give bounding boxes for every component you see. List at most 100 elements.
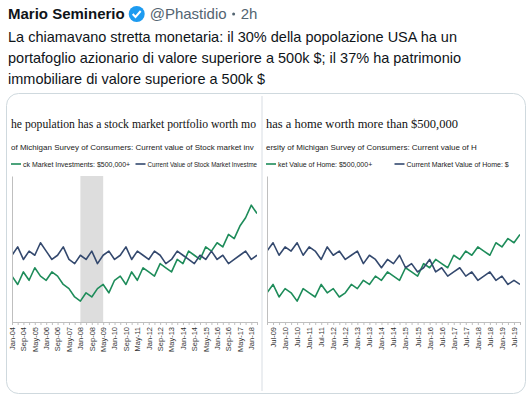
x-tick-mark: [285, 322, 286, 325]
x-tick: Jan-18: [474, 322, 483, 350]
x-tick: [484, 322, 485, 325]
x-tick: Sep-14: [190, 322, 199, 351]
x-tick-mark: [400, 322, 401, 325]
x-tick: May-09: [99, 322, 108, 352]
x-tick-mark: [496, 322, 497, 325]
legend-label: ket Value of Home: $500,000+: [278, 161, 372, 168]
x-tick: Jul-12: [341, 322, 350, 347]
x-tick-label: Jan-12: [145, 327, 154, 350]
x-tick-label: Sep-14: [190, 327, 199, 351]
legend-swatch: [266, 163, 276, 165]
x-tick: May-13: [167, 322, 176, 352]
x-tick: Jul-16: [438, 322, 447, 347]
x-tick: Jan-19: [498, 322, 507, 350]
x-tick-mark: [69, 322, 70, 325]
series-line: [12, 205, 257, 301]
x-tick-label: Jan-08: [76, 327, 85, 350]
x-tick-mark: [154, 322, 155, 325]
x-tick-mark: [333, 322, 334, 325]
x-tick-label: Jan-16: [213, 327, 222, 350]
x-tick-mark: [18, 322, 19, 325]
x-tick-mark: [234, 322, 235, 325]
x-tick-label: Jan-10: [110, 327, 119, 350]
y-axis-line: [267, 177, 268, 323]
x-tick: [177, 322, 178, 325]
x-tick-mark: [12, 322, 13, 325]
x-tick-label: May-05: [31, 327, 40, 352]
x-tick-mark: [430, 322, 431, 325]
x-tick-mark: [183, 322, 184, 325]
x-tick: [412, 322, 413, 325]
x-tick: [339, 322, 340, 325]
x-tick-mark: [502, 322, 503, 325]
x-tick: [143, 322, 144, 325]
x-tick-mark: [460, 322, 461, 325]
x-tick-label: Jan-18: [474, 327, 483, 350]
x-tick: [86, 322, 87, 325]
post-text-line: portafoglio azionario di valore superior…: [8, 50, 461, 66]
x-tick: Jul-18: [486, 322, 495, 347]
x-tick-mark: [217, 322, 218, 325]
x-tick: [400, 322, 401, 325]
x-tick: [75, 322, 76, 325]
x-tick-mark: [223, 322, 224, 325]
x-tick-mark: [327, 322, 328, 325]
x-tick-mark: [194, 322, 195, 325]
x-tick-mark: [309, 322, 310, 325]
x-tick: Sep-12: [156, 322, 165, 351]
x-tick-mark: [200, 322, 201, 325]
x-tick: Jan-14: [377, 322, 386, 350]
x-tick-mark: [454, 322, 455, 325]
x-tick: [189, 322, 190, 325]
x-tick-label: Jul-14: [389, 327, 398, 347]
x-tick: [375, 322, 376, 325]
x-tick: Jan-13: [353, 322, 362, 350]
x-tick-mark: [466, 322, 467, 325]
x-tick: [279, 322, 280, 325]
legend-item: ket Value of Home: $500,000+: [266, 161, 372, 168]
x-tick: [472, 322, 473, 325]
x-tick-label: Jul-12: [341, 327, 350, 347]
x-tick-mark: [508, 322, 509, 325]
x-tick: Jul-11: [317, 322, 326, 347]
x-tick-mark: [143, 322, 144, 325]
x-tick-label: Jan-18: [247, 327, 256, 350]
x-tick: [29, 322, 30, 325]
x-tick-mark: [149, 322, 150, 325]
x-tick: [52, 322, 53, 325]
x-tick: [18, 322, 19, 325]
x-tick-mark: [436, 322, 437, 325]
x-tick: Jan-08: [76, 322, 85, 350]
chart-subtitle: of Michigan Survey of Consumers: Current…: [11, 143, 254, 152]
x-tick: [315, 322, 316, 325]
x-tick: [257, 322, 258, 325]
verified-badge: [129, 6, 145, 22]
x-tick-mark: [303, 322, 304, 325]
x-tick: [154, 322, 155, 325]
x-tick: May-11: [133, 322, 142, 351]
x-tick-mark: [80, 322, 81, 325]
x-tick-label: May-17: [236, 327, 245, 352]
x-tick-mark: [472, 322, 473, 325]
legend-label: Current Market Value of Home: $: [407, 161, 509, 168]
x-tick: [166, 322, 167, 325]
x-tick-mark: [160, 322, 161, 325]
x-tick-label: Jul-11: [317, 327, 326, 347]
chart-subtitle: ersity of Michigan Survey of Consumers: …: [266, 143, 477, 152]
x-tick-mark: [211, 322, 212, 325]
x-tick-mark: [40, 322, 41, 325]
x-tick-label: May-13: [167, 327, 176, 352]
x-tick-label: May-15: [202, 327, 211, 352]
x-tick-label: Jan-14: [377, 327, 386, 350]
x-tick-mark: [137, 322, 138, 325]
x-tick-label: Sep-04: [19, 327, 28, 351]
x-tick-mark: [448, 322, 449, 325]
x-axis: Jan-04Sep-04May-05Jan-06Sep-06May-07Jan-…: [8, 322, 258, 352]
chart-panel: he population has a stock market portfol…: [8, 117, 258, 352]
post-time: 2h: [241, 5, 258, 22]
chart-title: has a home worth more than $500,000: [266, 117, 458, 131]
x-tick-label: Jul-18: [486, 327, 495, 347]
x-tick: Sep-10: [122, 322, 131, 351]
x-tick-mark: [103, 322, 104, 325]
x-tick: [211, 322, 212, 325]
